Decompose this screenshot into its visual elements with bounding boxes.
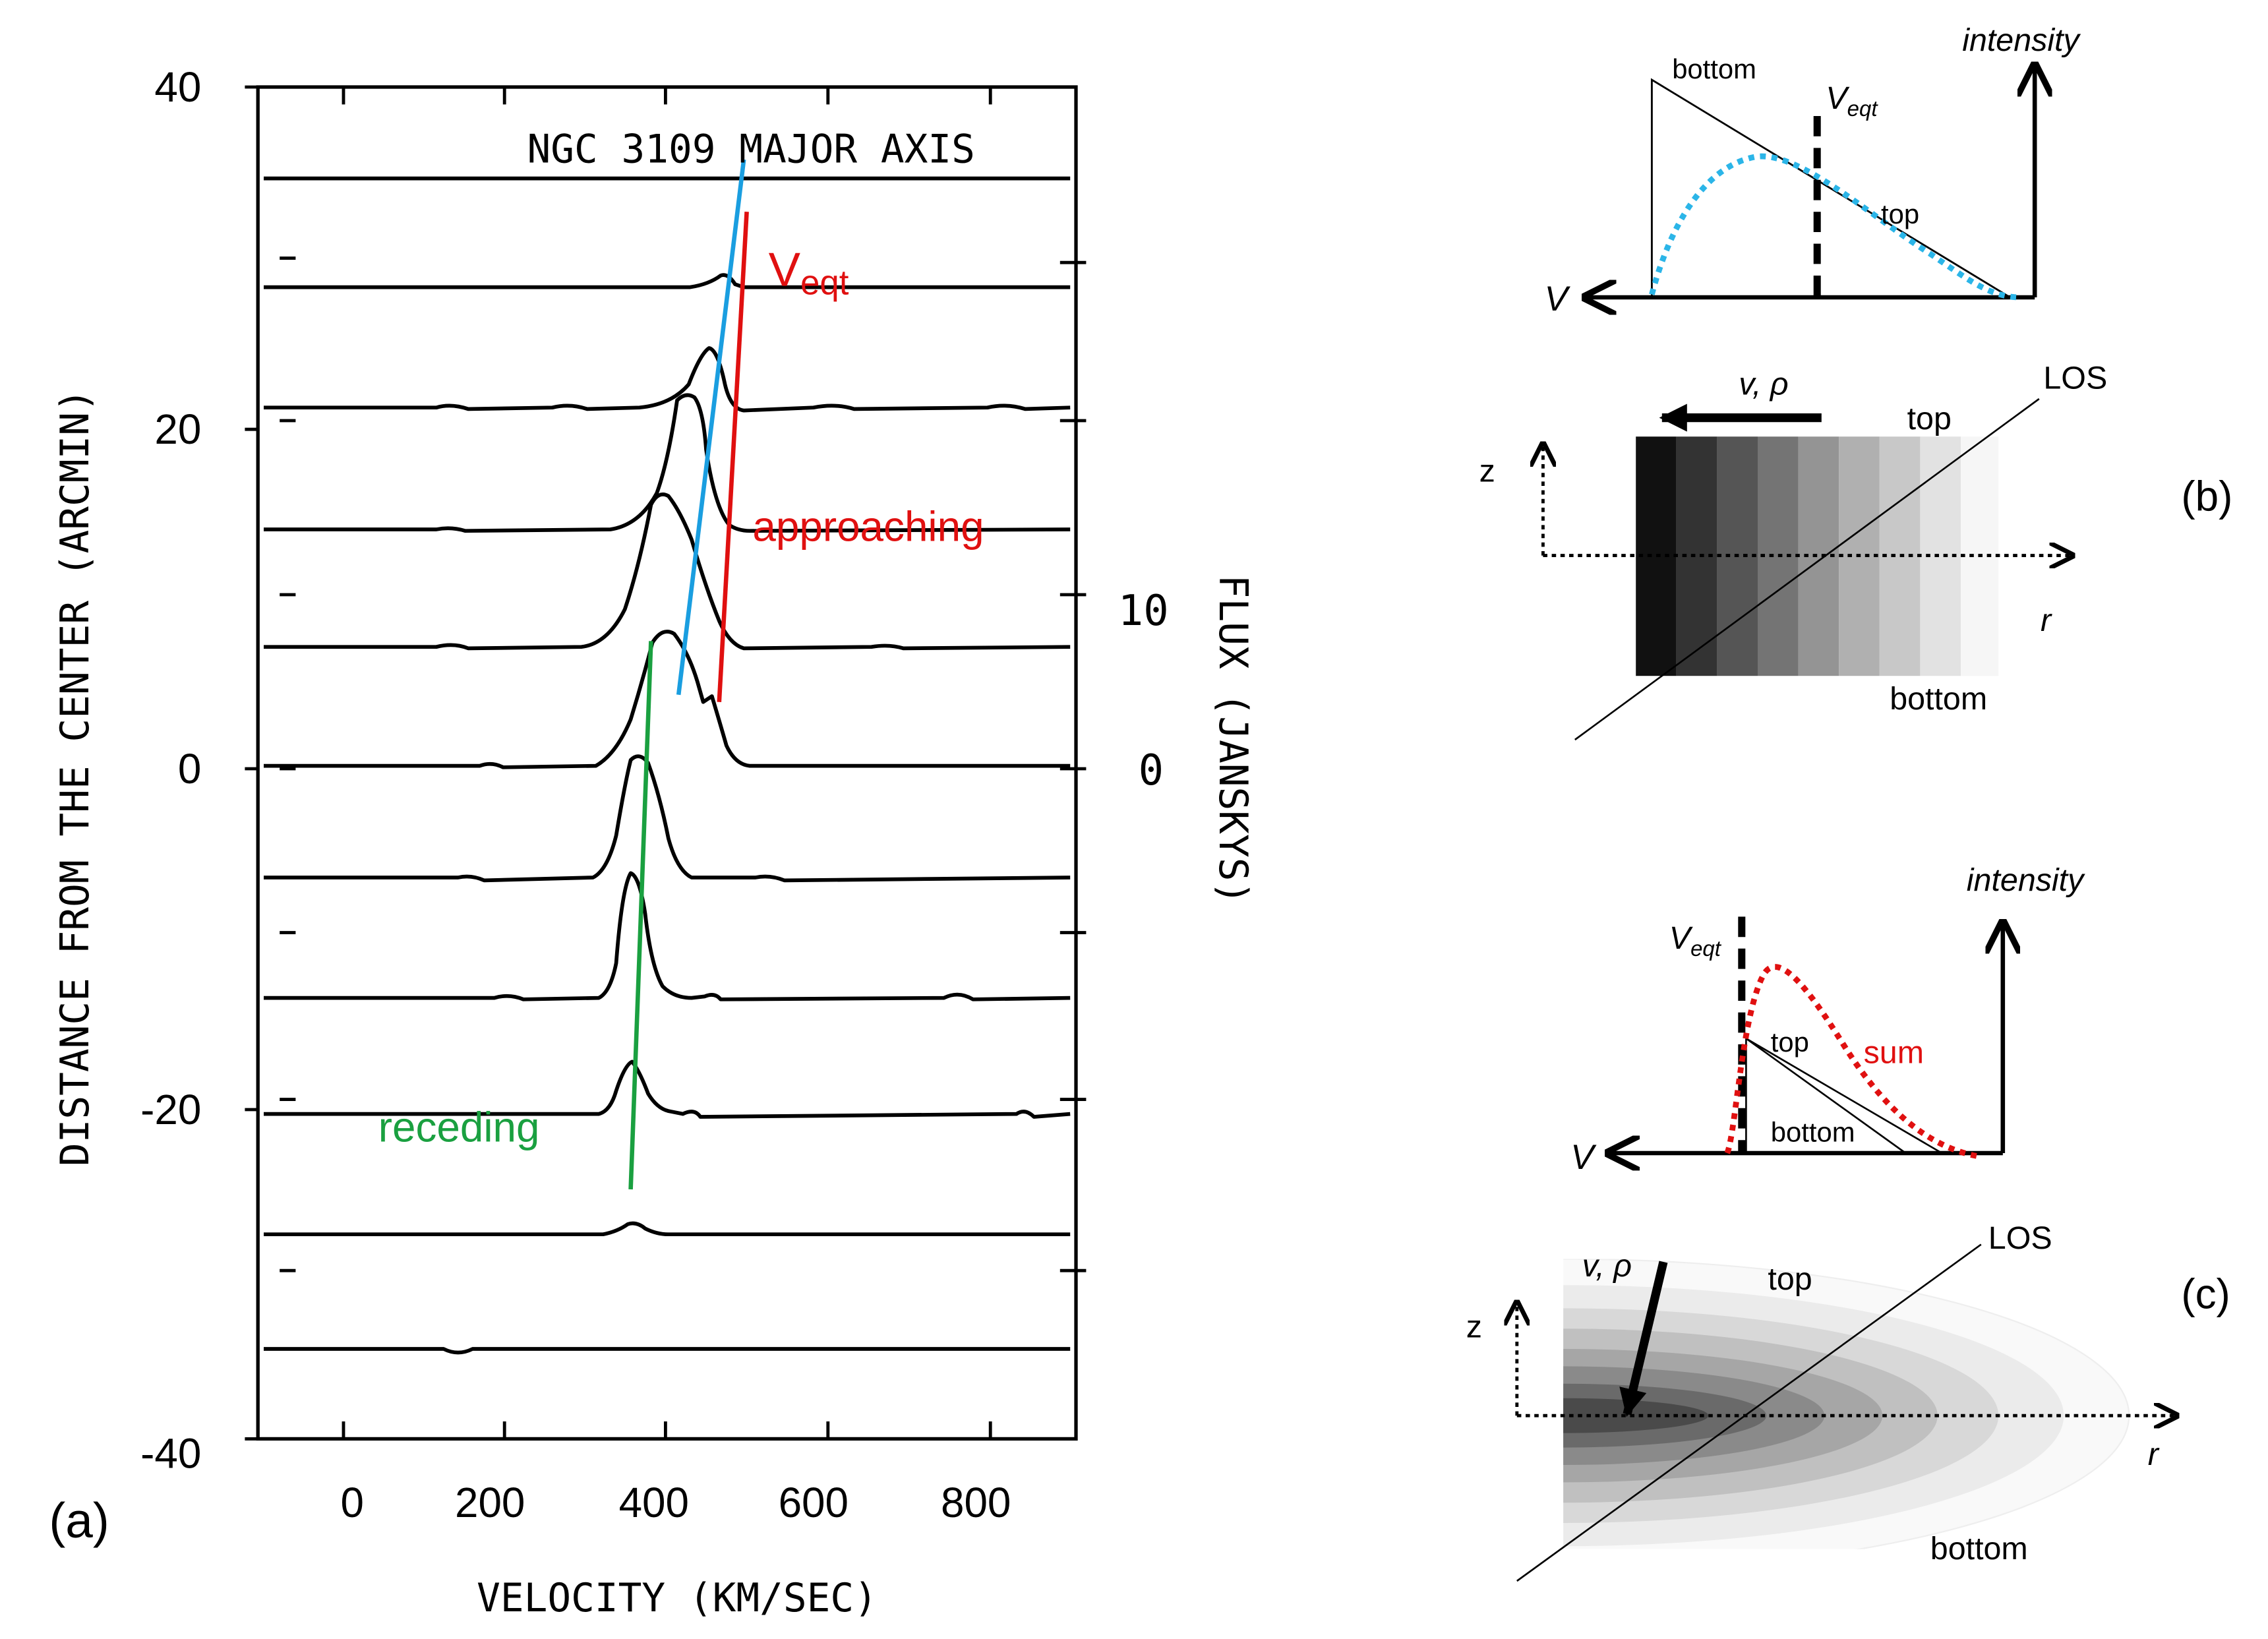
panel-a: NGC 3109 MAJOR AXIS Veqt approaching rec… bbox=[49, 63, 1255, 1621]
disk-bottom-label: bottom bbox=[1930, 1531, 2028, 1566]
spectrum-row-3 bbox=[264, 346, 1071, 413]
los-line bbox=[1574, 398, 2040, 741]
z-label: z bbox=[1479, 453, 1495, 489]
sum-profile bbox=[1724, 964, 1978, 1159]
spectrum-row-2 bbox=[264, 273, 1071, 289]
spectrum-row-6 bbox=[264, 630, 1071, 769]
sum-label: sum bbox=[1864, 1035, 1924, 1071]
r-label: r bbox=[2041, 603, 2052, 638]
flux-tick-10: 10 bbox=[1118, 587, 1169, 636]
r-label: r bbox=[2148, 1437, 2160, 1472]
spectrum-row-5 bbox=[264, 492, 1071, 651]
x-tick: 800 bbox=[941, 1479, 1011, 1526]
flow-arrow bbox=[1619, 1261, 1668, 1417]
spectrum-row-10 bbox=[264, 1221, 1071, 1237]
panel-b: bottom top Veqt intensity V v, ρ LOS top… bbox=[1479, 22, 2232, 741]
bottom-curve-label: bottom bbox=[1771, 1116, 1855, 1147]
y-axis-label: DISTANCE FROM THE CENTER (ARCMIN) bbox=[53, 388, 98, 1166]
spectrum-row-8 bbox=[264, 871, 1071, 1001]
slab-bottom-label: bottom bbox=[1890, 681, 1987, 717]
y-tick: 40 bbox=[154, 63, 201, 111]
los-label: LOS bbox=[2043, 361, 2107, 396]
y-tick: -20 bbox=[140, 1086, 201, 1133]
panel-c-label: (c) bbox=[2181, 1270, 2230, 1317]
top-curve-label: top bbox=[1771, 1027, 1809, 1058]
fit-line-blue bbox=[676, 159, 746, 696]
veqt-label: Veqt bbox=[1669, 920, 1722, 961]
veqt-label: Veqt bbox=[1826, 80, 1878, 121]
panel-a-label: (a) bbox=[49, 1493, 109, 1548]
receding-line-green bbox=[628, 641, 653, 1190]
spectrum-row-4 bbox=[264, 393, 1071, 533]
y-tick-labels: 40 20 0 -20 -40 bbox=[140, 63, 201, 1477]
flow-label: v, ρ bbox=[1739, 366, 1788, 402]
x-tick: 0 bbox=[340, 1479, 363, 1526]
los-line bbox=[1516, 1243, 1982, 1582]
frame-ticks bbox=[245, 85, 1087, 1441]
v-axis-label: V bbox=[1570, 1138, 1597, 1177]
veqt-label: Veqt bbox=[769, 243, 849, 302]
panel-b-label: (b) bbox=[2181, 472, 2232, 520]
disk-top-label: top bbox=[1768, 1261, 1812, 1297]
x-tick: 600 bbox=[779, 1479, 849, 1526]
flow-label: v, ρ bbox=[1582, 1248, 1632, 1284]
receding-label: receding bbox=[378, 1103, 540, 1150]
intensity-label: intensity bbox=[1967, 862, 2085, 898]
x-tick: 200 bbox=[455, 1479, 525, 1526]
slab-top-label: top bbox=[1907, 401, 1952, 436]
v-axis-label: V bbox=[1545, 280, 1571, 318]
x-axis-label: VELOCITY (KM/SEC) bbox=[477, 1576, 878, 1621]
intensity-label: intensity bbox=[1962, 22, 2081, 58]
panel-c: top bottom sum Veqt intensity V v, ρ LOS… bbox=[1466, 862, 2230, 1582]
bottom-curve-label: bottom bbox=[1672, 53, 1756, 84]
y-tick: 20 bbox=[154, 405, 201, 453]
hi-spectra bbox=[264, 176, 1071, 1355]
bottom-profile bbox=[1650, 78, 2011, 299]
bottom-profile-2 bbox=[1745, 1038, 1943, 1154]
veqt-line-red bbox=[717, 212, 749, 702]
los-label: LOS bbox=[1988, 1220, 2052, 1256]
z-label: z bbox=[1466, 1309, 1482, 1344]
y-tick: 0 bbox=[178, 745, 201, 792]
x-tick: 400 bbox=[619, 1479, 689, 1526]
observed-profile bbox=[1649, 153, 2018, 301]
spectrum-row-7 bbox=[264, 754, 1071, 883]
bottom-profile-1 bbox=[1745, 1038, 1907, 1154]
x-tick-labels: 0 200 400 600 800 bbox=[340, 1479, 1011, 1526]
spectrum-row-9 bbox=[264, 1059, 1071, 1119]
flux-tick-0: 0 bbox=[1139, 746, 1164, 795]
approaching-label: approaching bbox=[752, 503, 984, 551]
y-tick: -40 bbox=[140, 1429, 201, 1477]
flux-axis-label: FLUX (JANSKYS) bbox=[1210, 575, 1255, 905]
spectrum-row-11 bbox=[264, 1347, 1071, 1355]
plot-title: NGC 3109 MAJOR AXIS bbox=[527, 127, 975, 172]
top-curve-label: top bbox=[1881, 198, 1919, 229]
